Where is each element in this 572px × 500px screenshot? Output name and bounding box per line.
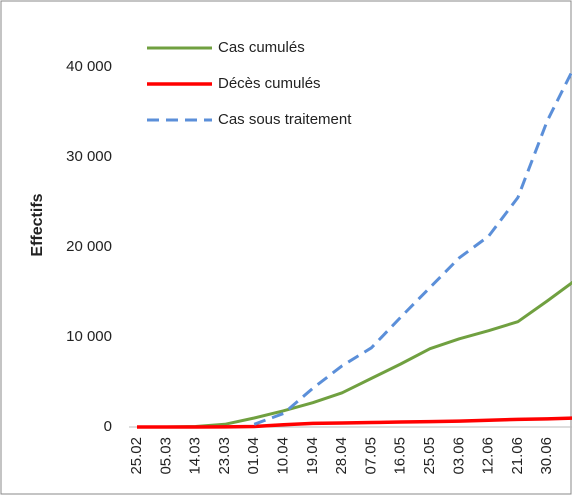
- legend-label: Cas sous traitement: [218, 111, 352, 128]
- x-tick-label: 30.06: [538, 437, 555, 475]
- x-tick-label: 23.03: [216, 437, 233, 475]
- x-tick-label: 14.03: [187, 437, 204, 475]
- series-line: [253, 68, 572, 426]
- series-line: [137, 416, 572, 429]
- x-tick-label: 07.05: [362, 437, 379, 475]
- x-tick-label: 25.02: [128, 437, 145, 475]
- y-tick-label: 30 000: [66, 148, 112, 165]
- legend-label: Cas cumulés: [218, 39, 305, 56]
- x-tick-label: 03.06: [450, 437, 467, 475]
- legend-label: Décès cumulés: [218, 75, 321, 92]
- x-tick-label: 28.04: [333, 437, 350, 475]
- x-tick-label: 01.04: [245, 437, 262, 475]
- x-tick-label: 05.03: [157, 437, 174, 475]
- y-tick-label: 40 000: [66, 58, 112, 75]
- x-tick-label: 12.06: [480, 437, 497, 475]
- x-tick-label: 25.05: [421, 437, 438, 475]
- y-tick-label: 0: [104, 418, 112, 435]
- y-tick-label: 20 000: [66, 238, 112, 255]
- x-tick-label: 19.04: [304, 437, 321, 475]
- x-tick-label: 21.06: [509, 437, 526, 475]
- x-tick-label: 16.05: [392, 437, 409, 475]
- y-axis-label: Effectifs: [29, 193, 46, 256]
- y-tick-label: 10 000: [66, 328, 112, 345]
- x-tick-label: 10.04: [274, 437, 291, 475]
